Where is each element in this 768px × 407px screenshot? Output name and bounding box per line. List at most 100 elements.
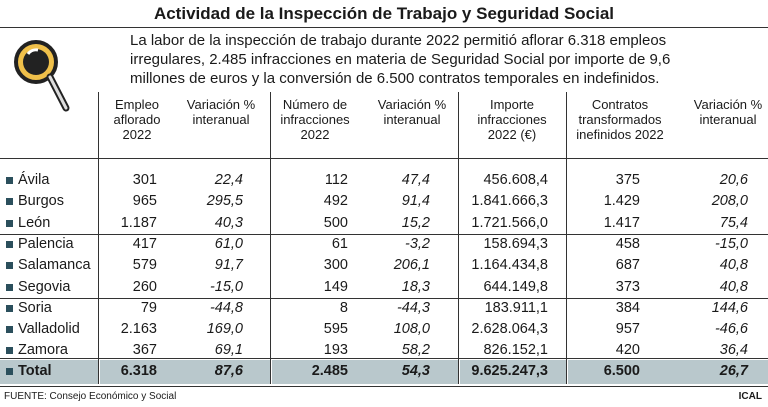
- group-rule: [0, 233, 768, 235]
- row-cell: 375: [615, 172, 640, 188]
- row-cell: 260: [132, 278, 157, 295]
- row-cell: 18,3: [401, 278, 430, 295]
- row-cell: 40,8: [719, 257, 748, 274]
- row-cell: 579: [132, 257, 157, 274]
- row-cell: 75,4: [719, 214, 748, 231]
- total-band: [460, 360, 566, 384]
- row-label: Segovia: [18, 278, 71, 295]
- bullet: [6, 326, 13, 334]
- row-cell: 384: [615, 299, 640, 316]
- column-header: Contratos transformados inefinidos 2022: [576, 97, 664, 142]
- row-cell: 79: [140, 299, 157, 316]
- row-cell: 373: [615, 278, 640, 295]
- bullet: [6, 262, 13, 270]
- rule: [0, 27, 768, 28]
- row-cell: 1.164.434,8: [471, 257, 548, 274]
- row-cell: -15,0: [714, 235, 748, 252]
- row-cell: 965: [132, 193, 157, 210]
- bullet: [6, 240, 13, 248]
- row-label: León: [18, 214, 51, 231]
- row-cell: 91,7: [214, 257, 243, 274]
- row-cell: 15,2: [401, 214, 430, 231]
- title: Actividad de la Inspección de Trabajo y …: [153, 4, 615, 23]
- bullet: [6, 198, 13, 206]
- row-cell: 169,0: [206, 321, 243, 338]
- row-cell: 112: [324, 172, 348, 188]
- row-label: Palencia: [18, 235, 74, 252]
- row-cell: 206,1: [393, 257, 430, 274]
- total-label: Total: [18, 363, 52, 379]
- row-cell: 687: [615, 257, 640, 274]
- row-cell: 500: [323, 214, 348, 231]
- total-band: [0, 360, 98, 384]
- total-band: [272, 360, 458, 384]
- total-band: [100, 360, 270, 384]
- intro-line: millones de euros y la conversión de 6.5…: [130, 70, 660, 87]
- bullet: [6, 219, 13, 227]
- row-cell: 595: [323, 321, 348, 338]
- row-cell: 144,6: [711, 299, 748, 316]
- row-cell: 8: [339, 299, 348, 316]
- column-header: Variación % interanual: [377, 97, 447, 127]
- column-header: Importe infracciones 2022 (€): [477, 97, 547, 142]
- magnifier-icon: [14, 40, 70, 112]
- total-band: [568, 360, 768, 384]
- row-cell: 108,0: [393, 321, 430, 338]
- row-cell: 1.841.666,3: [471, 193, 548, 210]
- total-cell: 2.485: [311, 363, 348, 379]
- row-cell: -44,8: [209, 299, 243, 316]
- row-cell: 22,4: [214, 172, 243, 188]
- column-separator: [270, 92, 271, 384]
- row-cell: 957: [615, 321, 640, 338]
- row-cell: 1.417: [603, 214, 640, 231]
- row-cell: 183.911,1: [484, 299, 548, 316]
- row-cell: 492: [323, 193, 348, 210]
- row-label: Salamanca: [18, 257, 91, 274]
- row-cell: 2.628.064,3: [471, 321, 548, 338]
- row-cell: 1.721.566,0: [471, 214, 548, 231]
- row-label: Zamora: [18, 342, 68, 359]
- row-cell: 208,0: [711, 193, 748, 210]
- row-cell: 458: [615, 235, 640, 252]
- bullet: [6, 283, 13, 291]
- row-cell: 826.152,1: [483, 342, 548, 359]
- intro-line: La labor de la inspección de trabajo dur…: [130, 32, 667, 49]
- row-cell: -44,3: [396, 299, 430, 316]
- row-cell: 295,5: [206, 193, 243, 210]
- row-cell: 61,0: [214, 235, 243, 252]
- row-cell: -15,0: [209, 278, 243, 295]
- column-header: Variación % interanual: [693, 97, 763, 127]
- row-cell: 61: [331, 235, 348, 252]
- total-cell: 87,6: [214, 363, 243, 379]
- total-rule: [0, 358, 768, 359]
- row-cell: 417: [132, 235, 157, 252]
- column-header: Empleo aflorado 2022: [113, 97, 161, 142]
- row-cell: 1.187: [120, 214, 157, 231]
- bullet: [6, 304, 13, 312]
- row-cell: 301: [132, 172, 157, 188]
- row-cell: -46,6: [714, 321, 748, 338]
- total-cell: 54,3: [401, 363, 430, 379]
- credit: ICAL: [738, 391, 762, 402]
- row-cell: 20,6: [719, 172, 748, 188]
- row-cell: 40,8: [719, 278, 748, 295]
- column-separator: [98, 92, 99, 384]
- column-header: Número de infracciones 2022: [280, 97, 350, 142]
- row-cell: 36,4: [719, 342, 748, 359]
- column-separator: [566, 92, 567, 384]
- row-label: Soria: [18, 299, 52, 316]
- row-cell: 193: [323, 342, 348, 359]
- row-label: Valladolid: [18, 321, 80, 338]
- total-cell: 6.318: [120, 363, 157, 379]
- row-cell: 300: [323, 257, 348, 274]
- row-cell: 69,1: [214, 342, 243, 359]
- total-cell: 26,7: [719, 363, 748, 379]
- group-rule: [0, 297, 768, 299]
- bullet: [6, 177, 13, 184]
- bottom-rule: [0, 386, 768, 387]
- row-cell: 158.694,3: [483, 235, 548, 252]
- row-label: Burgos: [18, 193, 64, 210]
- row-cell: 40,3: [214, 214, 243, 231]
- column-header: Variación % interanual: [186, 97, 256, 127]
